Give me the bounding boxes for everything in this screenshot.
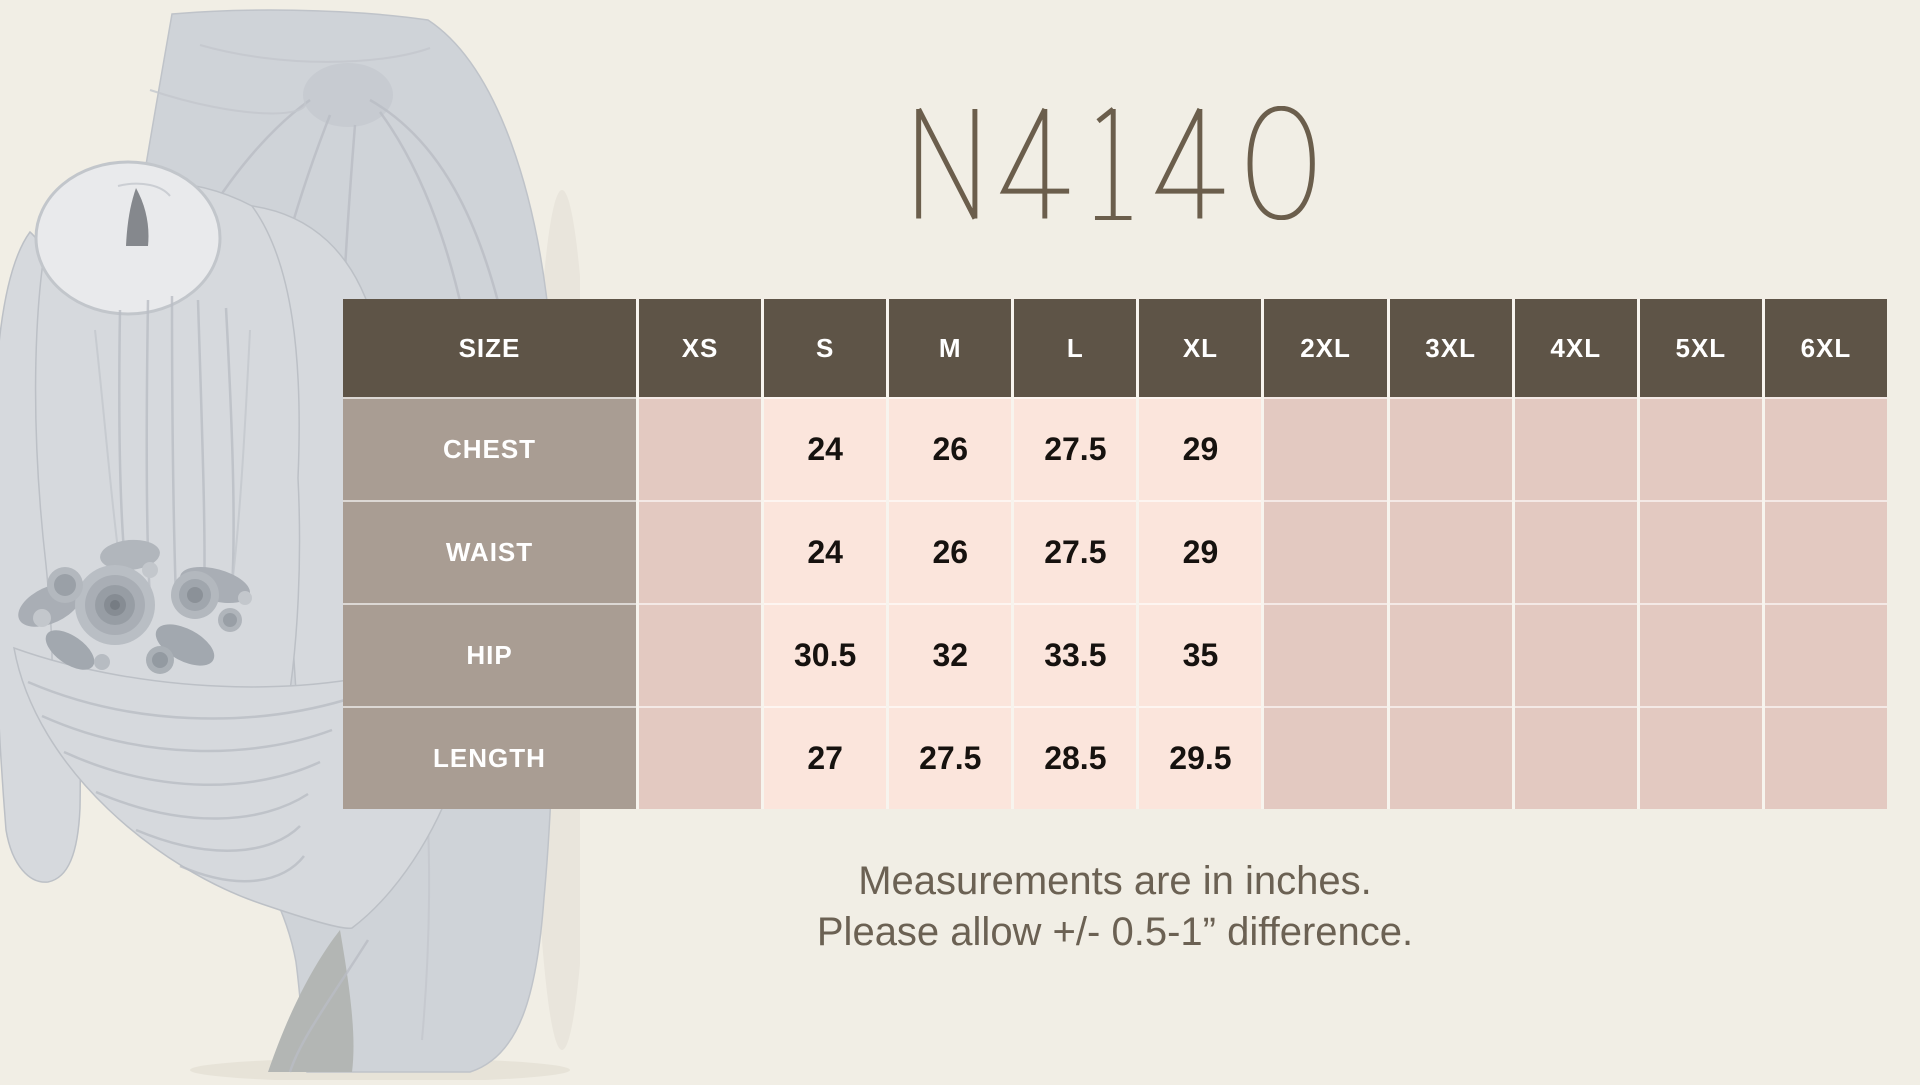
note-line-1: Measurements are in inches. — [858, 859, 1372, 903]
value-cell: 27.5 — [889, 706, 1012, 809]
empty-cell — [1264, 706, 1387, 809]
empty-cell — [1639, 397, 1762, 500]
row-label-cell: WAIST — [343, 500, 636, 603]
value-cell: 33.5 — [1014, 603, 1137, 706]
empty-cell — [1764, 397, 1887, 500]
value-cell: 29 — [1139, 397, 1262, 500]
size-column-header: 5XL — [1639, 299, 1762, 397]
empty-cell — [1389, 397, 1512, 500]
empty-cell — [1389, 706, 1512, 809]
value-cell: 28.5 — [1014, 706, 1137, 809]
value-cell: 32 — [889, 603, 1012, 706]
title-glyph — [915, 107, 977, 220]
empty-cell — [1764, 603, 1887, 706]
size-column-header: S — [764, 299, 887, 397]
floral-applique — [18, 539, 252, 674]
empty-cell — [639, 500, 762, 603]
value-cell: 27.5 — [1014, 397, 1137, 500]
value-cell: 30.5 — [764, 603, 887, 706]
empty-cell — [1514, 603, 1637, 706]
empty-cell — [1514, 397, 1637, 500]
empty-cell — [1389, 603, 1512, 706]
value-cell: 27.5 — [1014, 500, 1137, 603]
empty-cell — [639, 706, 762, 809]
size-column-header: 2XL — [1264, 299, 1387, 397]
size-column-header: 4XL — [1514, 299, 1637, 397]
value-cell: 24 — [764, 500, 887, 603]
size-table: SIZE XS S M L XL 2XL 3XL 4XL 5XL 6XL CHEST 24 26 27.5 2… — [343, 299, 1887, 809]
row-label-cell: LENGTH — [343, 706, 636, 809]
value-cell: 29.5 — [1139, 706, 1262, 809]
empty-cell — [1639, 603, 1762, 706]
empty-cell — [639, 397, 762, 500]
value-cell: 35 — [1139, 603, 1262, 706]
measurement-note: Measurements are in inches. Please allow… — [343, 856, 1887, 958]
note-line-2: Please allow +/- 0.5-1” difference. — [816, 910, 1414, 954]
title-glyph — [1247, 106, 1315, 220]
empty-cell — [1764, 706, 1887, 809]
empty-cell — [1264, 500, 1387, 603]
empty-cell — [1639, 706, 1762, 809]
value-cell: 26 — [889, 397, 1012, 500]
value-cell: 27 — [764, 706, 887, 809]
size-header-cell: SIZE — [343, 299, 636, 397]
size-column-header: XS — [639, 299, 762, 397]
size-column-header: XL — [1139, 299, 1262, 397]
value-cell: 24 — [764, 397, 887, 500]
empty-cell — [1514, 706, 1637, 809]
empty-cell — [1264, 603, 1387, 706]
size-column-header: 6XL — [1764, 299, 1887, 397]
empty-cell — [1264, 397, 1387, 500]
page-title — [340, 106, 1890, 220]
empty-cell — [639, 603, 762, 706]
title-glyph — [1154, 107, 1224, 219]
size-column-header: M — [889, 299, 1012, 397]
value-cell: 29 — [1139, 500, 1262, 603]
size-column-header: L — [1014, 299, 1137, 397]
bodysuit-shape — [0, 160, 469, 930]
empty-cell — [1389, 500, 1512, 603]
empty-cell — [1764, 500, 1887, 603]
empty-cell — [1514, 500, 1637, 603]
style-number-art — [915, 106, 1315, 220]
row-label-cell: CHEST — [343, 397, 636, 500]
value-cell: 26 — [889, 500, 1012, 603]
empty-cell — [1639, 500, 1762, 603]
title-glyph — [1094, 107, 1131, 220]
size-column-header: 3XL — [1389, 299, 1512, 397]
row-label-cell: HIP — [343, 603, 636, 706]
title-glyph — [999, 107, 1069, 219]
